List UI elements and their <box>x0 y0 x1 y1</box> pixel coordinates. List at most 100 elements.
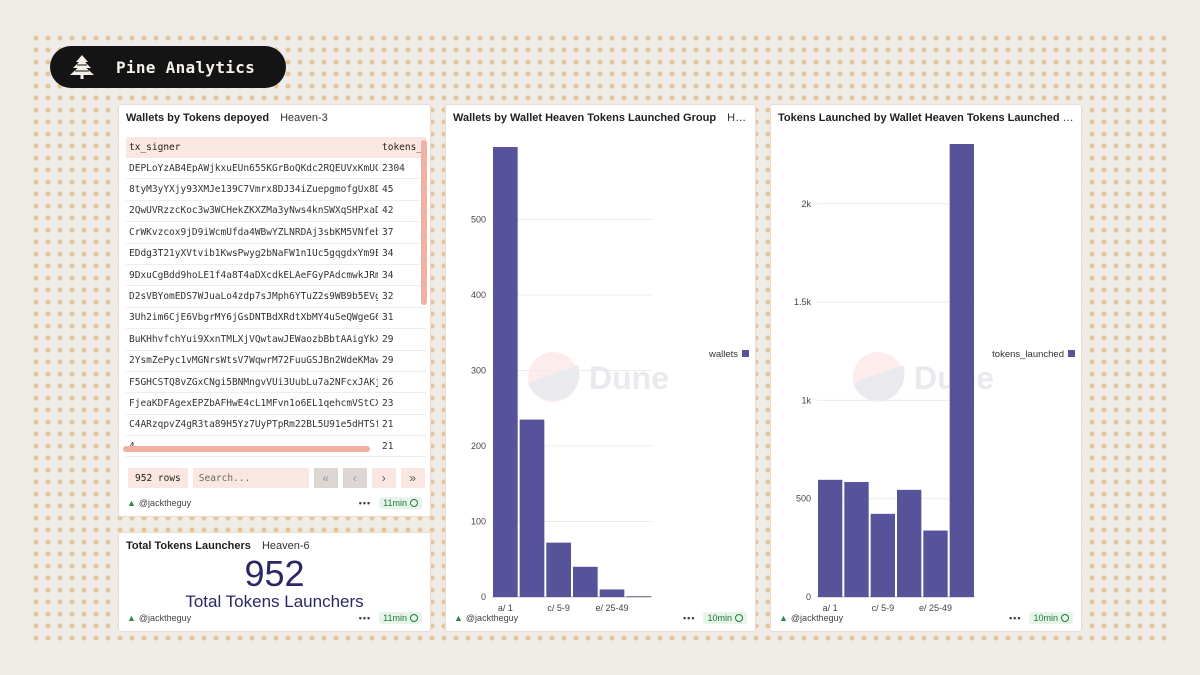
horizontal-scrollbar[interactable] <box>123 446 370 452</box>
y-tick-label: 1k <box>801 395 811 405</box>
author-name: @jacktheguy <box>138 498 192 508</box>
table-row[interactable]: 3Uh2im6CjE6VbgrMY6jGsDNTBdXRdtXbMY4uSeQW… <box>126 308 426 330</box>
cell-tokens: 21 <box>382 419 394 431</box>
next-page-button[interactable]: › <box>371 468 396 488</box>
table-row[interactable]: 2YsmZePyc1vMGNrsWtsV7WqwrM72FuuGSJBn2Wde… <box>126 351 426 372</box>
panel-footer: ▲ @jacktheguy ••• 11min <box>127 611 422 625</box>
row-count: 952 rows <box>128 468 188 488</box>
brand-name: Pine Analytics <box>116 57 256 77</box>
panel-title: Tokens Launched by Wallet Heaven Tokens … <box>778 112 1074 128</box>
author-name: @jacktheguy <box>138 613 192 623</box>
author[interactable]: ▲ @jacktheguy <box>779 613 1009 623</box>
cell-tokens: 2304 <box>382 162 405 174</box>
legend-label: wallets <box>708 349 738 360</box>
table-row[interactable]: EDdg3T21yXVtvib1KwsPwyg2bNaFW1n1Uc5gqgdx… <box>126 244 426 265</box>
table-row[interactable]: 9DxuCgBdd9hoLE1f4a8T4aDXcdkELAeFGyPAdcmw… <box>126 265 426 287</box>
dune-logo-shade <box>528 365 580 401</box>
dune-watermark-text: Dune <box>589 360 669 396</box>
bar <box>923 530 948 597</box>
cell-tokens: 32 <box>382 291 394 303</box>
table-row[interactable]: BuKHhvfchYui9XxnTMLXjVQwtawJEWaozbBbtAAi… <box>126 329 426 351</box>
wallets-bar-chart[interactable]: Dune 0 100 200 300 400 500 a/ 1 c/ 5-9 e/ 25-49 wa… <box>446 129 756 629</box>
cell-tx-signer: F5GHCSTQ8vZGxCNgi5BNMngvVUi3UubLu7a2NFcx… <box>129 376 378 388</box>
check-circle-icon <box>410 499 418 507</box>
table-row[interactable]: D2sVBYomEDS7WJuaLo4zdp7sJMph6YTuZ2s9WB9b… <box>126 286 426 308</box>
tokens-chart-panel: Tokens Launched by Wallet Heaven Tokens … <box>770 104 1082 632</box>
panel-title: Wallets by Tokens depoyed Heaven-3 <box>126 112 423 128</box>
user-icon: ▲ <box>454 613 463 623</box>
table-row[interactable]: DEPLoYzAB4EpAWjkxuEUn655KGrBoQKdc2RQEUVx… <box>126 158 426 180</box>
cell-tx-signer: 3Uh2im6CjE6VbgrMY6jGsDNTBdXRdtXbMY4uSeQW… <box>129 312 378 324</box>
y-tick-label: 1.5k <box>794 297 812 307</box>
cell-tokens: 29 <box>382 355 394 367</box>
panel-footer: ▲ @jacktheguy ••• 10min <box>779 611 1073 625</box>
table-row[interactable]: CrWKvzcox9jD9iWcmUfda4WBwYZLNRDAj3sbKM5V… <box>126 222 426 244</box>
cell-tokens: 31 <box>382 312 394 324</box>
user-icon: ▲ <box>779 613 788 623</box>
y-tick-label: 100 <box>471 517 486 527</box>
y-tick-label: 500 <box>796 494 811 504</box>
table-body: DEPLoYzAB4EpAWjkxuEUn655KGrBoQKdc2RQEUVx… <box>126 158 426 457</box>
panel-footer: ▲ @jacktheguy ••• 10min <box>454 611 747 625</box>
bar <box>897 489 922 597</box>
panel-subtitle: Heaven-6 <box>261 540 310 552</box>
panel-title-text: Tokens Launched by Wallet Heaven Tokens … <box>778 112 1074 124</box>
bar <box>844 481 869 597</box>
bar <box>818 479 843 597</box>
more-options-button[interactable]: ••• <box>683 613 696 623</box>
cell-tx-signer: BuKHhvfchYui9XxnTMLXjVQwtawJEWaozbBbtAAi… <box>129 333 378 345</box>
cell-tx-signer: 2QwUVRzzcKoc3w3WCHekZKXZMa3yNws4knSWXqSH… <box>129 205 378 217</box>
y-tick-label: 0 <box>806 592 811 602</box>
panel-title: Wallets by Wallet Heaven Tokens Launched… <box>453 112 748 128</box>
column-header-tx-signer[interactable]: tx_signer <box>129 142 181 153</box>
more-options-button[interactable]: ••• <box>358 498 372 508</box>
author[interactable]: ▲ @jacktheguy <box>127 613 359 623</box>
y-tick-label: 0 <box>481 592 486 602</box>
panel-subtitle: Heaven-5 <box>727 112 748 124</box>
more-options-button[interactable]: ••• <box>1009 613 1022 623</box>
legend-swatch <box>742 350 749 357</box>
updated-time: 10min <box>1033 613 1058 623</box>
pine-tree-icon <box>70 55 94 79</box>
vertical-scrollbar[interactable] <box>421 140 427 305</box>
first-page-button[interactable]: « <box>313 468 338 488</box>
x-tick-label: e/ 25-49 <box>595 603 628 613</box>
table-pager: 952 rows « ‹ › » <box>128 468 425 488</box>
legend-label: tokens_launched <box>992 349 1064 360</box>
table-row[interactable]: 2QwUVRzzcKoc3w3WCHekZKXZMa3yNws4knSWXqSH… <box>126 201 426 223</box>
cell-tx-signer: 2YsmZePyc1vMGNrsWtsV7WqwrM72FuuGSJBn2Wde… <box>129 355 378 367</box>
column-header-tokens[interactable]: tokens_ <box>382 142 423 153</box>
cell-tokens: 21 <box>382 440 394 452</box>
bar <box>519 419 545 597</box>
check-circle-icon <box>1061 614 1069 622</box>
panel-title-text: Wallets by Wallet Heaven Tokens Launched… <box>453 112 717 124</box>
cell-tx-signer: EDdg3T21yXVtvib1KwsPwyg2bNaFW1n1Uc5gqgdx… <box>129 248 378 260</box>
bar <box>493 147 518 597</box>
cell-tx-signer: C4ARzqpvZ4gR3ta89H5Yz7UyPTpRm22BL5U91e5d… <box>129 419 378 431</box>
more-options-button[interactable]: ••• <box>358 613 372 623</box>
cell-tokens: 45 <box>382 184 394 196</box>
last-page-button[interactable]: » <box>400 468 425 488</box>
table-row[interactable]: FjeaKDFAgexEPZbAFHwE4cL1MFvn1o6EL1qehcmV… <box>126 393 426 415</box>
cell-tx-signer: 8tyM3yYXjy93XMJe139C7Vmrx8DJ34iZuepgmofg… <box>129 184 378 196</box>
author[interactable]: ▲ @jacktheguy <box>454 613 683 623</box>
table-row[interactable]: 8tyM3yYXjy93XMJe139C7Vmrx8DJ34iZuepgmofg… <box>126 179 426 201</box>
prev-page-button[interactable]: ‹ <box>342 468 367 488</box>
author[interactable]: ▲ @jacktheguy <box>127 498 359 508</box>
cell-tx-signer: FjeaKDFAgexEPZbAFHwE4cL1MFvn1o6EL1qehcmV… <box>129 397 378 409</box>
x-tick-label: a/ 1 <box>823 603 838 613</box>
y-tick-label: 400 <box>471 290 486 300</box>
table-row[interactable]: C4ARzqpvZ4gR3ta89H5Yz7UyPTpRm22BL5U91e5d… <box>126 415 426 437</box>
search-input[interactable] <box>192 468 309 488</box>
refresh-badge: 10min <box>1029 612 1073 624</box>
y-tick-label: 500 <box>471 215 486 225</box>
wallets-table[interactable]: tx_signer tokens_ DEPLoYzAB4EpAWjkxuEUn6… <box>126 137 426 457</box>
bar <box>870 513 895 597</box>
bar <box>626 596 651 598</box>
table-row[interactable]: F5GHCSTQ8vZGxCNgi5BNMngvVUi3UubLu7a2NFcx… <box>126 372 426 394</box>
dune-watermark: Dune <box>528 352 669 402</box>
cell-tx-signer: 9DxuCgBdd9hoLE1f4a8T4aDXcdkELAeFGyPAdcmw… <box>129 269 378 281</box>
cell-tokens: 37 <box>382 226 394 238</box>
wallets-table-panel: Wallets by Tokens depoyed Heaven-3 tx_si… <box>118 104 431 517</box>
